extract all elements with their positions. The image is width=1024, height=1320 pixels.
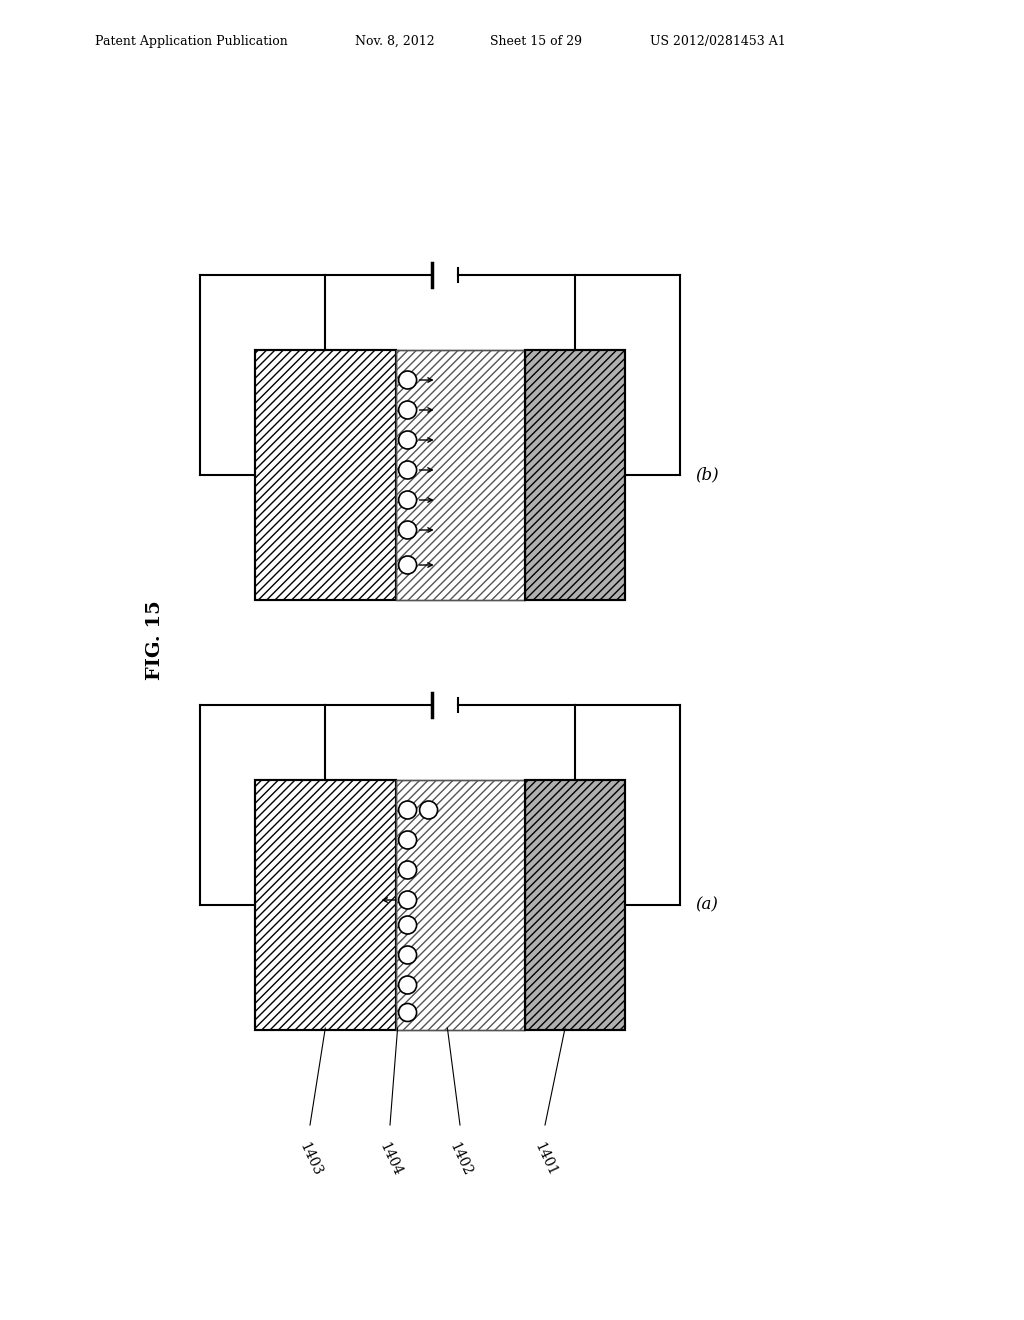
Bar: [255, 780, 395, 1030]
Circle shape: [398, 801, 417, 818]
Text: US 2012/0281453 A1: US 2012/0281453 A1: [650, 36, 785, 48]
Circle shape: [398, 491, 417, 510]
Text: Nov. 8, 2012: Nov. 8, 2012: [355, 36, 434, 48]
Circle shape: [398, 432, 417, 449]
Text: 1404: 1404: [376, 1140, 403, 1177]
Circle shape: [398, 461, 417, 479]
Bar: [525, 350, 625, 601]
Text: FIG. 15: FIG. 15: [146, 601, 164, 680]
Circle shape: [398, 975, 417, 994]
Circle shape: [398, 556, 417, 574]
Text: 1403: 1403: [296, 1140, 324, 1177]
Bar: [255, 350, 395, 601]
Text: 1401: 1401: [531, 1140, 559, 1177]
Circle shape: [398, 946, 417, 964]
Text: Sheet 15 of 29: Sheet 15 of 29: [490, 36, 582, 48]
Circle shape: [398, 371, 417, 389]
Text: (a): (a): [695, 896, 718, 913]
Circle shape: [398, 832, 417, 849]
Bar: [395, 350, 525, 601]
Bar: [525, 780, 625, 1030]
Circle shape: [398, 861, 417, 879]
Circle shape: [398, 521, 417, 539]
Circle shape: [420, 801, 437, 818]
Bar: [255, 780, 395, 1030]
Text: Patent Application Publication: Patent Application Publication: [95, 36, 288, 48]
Bar: [255, 350, 395, 601]
Bar: [525, 350, 625, 601]
Circle shape: [398, 1003, 417, 1022]
Text: (b): (b): [695, 466, 719, 483]
Circle shape: [398, 916, 417, 935]
Circle shape: [398, 891, 417, 909]
Circle shape: [398, 401, 417, 418]
Bar: [525, 780, 625, 1030]
Bar: [395, 780, 525, 1030]
Bar: [395, 780, 525, 1030]
Text: 1402: 1402: [446, 1140, 474, 1177]
Bar: [395, 350, 525, 601]
